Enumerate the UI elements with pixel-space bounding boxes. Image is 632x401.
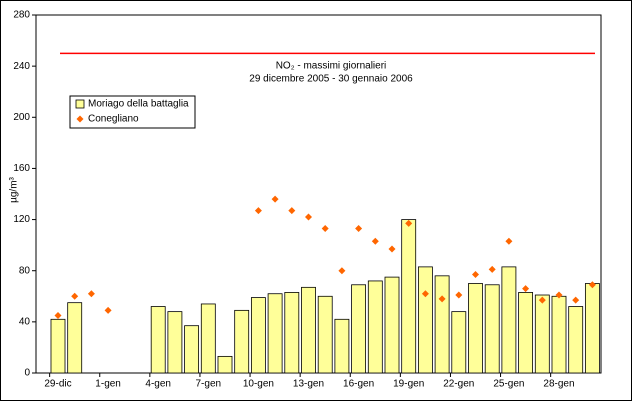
y-tick-label: 0 (24, 368, 30, 379)
point (522, 285, 530, 293)
bar (317, 295, 333, 374)
x-tick-label: 7-gen (196, 379, 222, 390)
bar (351, 284, 367, 374)
bar (150, 306, 166, 374)
legend (69, 95, 196, 129)
bar (200, 303, 216, 374)
point (505, 237, 513, 245)
point (104, 306, 112, 314)
bar (534, 294, 550, 374)
x-tick-label: 4-gen (145, 379, 171, 390)
bar (267, 293, 283, 374)
point (371, 237, 379, 245)
x-tick-label: 10-gen (243, 379, 274, 390)
point (472, 271, 479, 279)
bar (401, 219, 417, 374)
bar (484, 284, 500, 374)
y-tick-label: 80 (19, 265, 31, 276)
bar (250, 297, 266, 374)
y-tick-label: 240 (13, 61, 30, 72)
chart-title: NO₂ - massimi giornalieri (276, 61, 387, 72)
bar (167, 311, 183, 374)
point (355, 225, 363, 233)
x-tick-label: 29-dic (44, 379, 71, 390)
bar (451, 311, 467, 374)
legend-swatch (75, 99, 85, 109)
y-tick-label: 40 (19, 316, 31, 327)
point (305, 213, 312, 221)
chart-subtitle: 29 dicembre 2005 - 30 gennaio 2006 (249, 74, 413, 85)
point (338, 267, 346, 275)
bar (334, 318, 350, 374)
y-tick-label: 280 (13, 10, 30, 21)
bar (50, 318, 66, 374)
point (388, 245, 396, 253)
x-tick-label: 16-gen (343, 379, 374, 390)
point (405, 219, 413, 227)
bar (518, 292, 534, 374)
bar (384, 276, 400, 374)
bar (284, 292, 300, 374)
point (87, 290, 95, 298)
point (54, 311, 62, 319)
bar (184, 325, 200, 374)
y-tick-label: 160 (13, 163, 30, 174)
bar (468, 283, 483, 374)
bar (301, 286, 316, 374)
bar (551, 295, 567, 374)
x-tick-label: 1-gen (95, 379, 121, 390)
legend-label: Moriago della battaglia (88, 99, 189, 110)
x-tick-label: 25-gen (493, 379, 524, 390)
point (254, 207, 262, 215)
y-tick-label: 200 (13, 112, 30, 123)
point (488, 265, 496, 273)
point (271, 195, 279, 203)
legend-label: Conegliano (88, 114, 139, 125)
point (555, 291, 563, 299)
bar (217, 355, 233, 374)
x-tick-label: 28-gen (543, 379, 574, 390)
bar (584, 283, 600, 374)
point (321, 225, 329, 233)
x-tick-label: 19-gen (393, 379, 424, 390)
bar (234, 309, 250, 374)
x-tick-label: 22-gen (443, 379, 474, 390)
y-tick-label: 120 (13, 214, 30, 225)
point (455, 291, 463, 299)
bar (417, 266, 433, 374)
point (71, 292, 79, 300)
point (572, 296, 580, 304)
legend-swatch (76, 115, 84, 123)
bar (367, 280, 383, 374)
point (438, 295, 446, 303)
point (288, 207, 296, 215)
x-tick-label: 13-gen (293, 379, 324, 390)
point (421, 290, 429, 298)
bar (67, 302, 83, 374)
point (588, 281, 596, 289)
y-axis-label: µg/m³ (9, 176, 20, 202)
point (538, 296, 546, 304)
bar (568, 306, 584, 374)
bar (434, 275, 450, 374)
bar (501, 266, 517, 374)
